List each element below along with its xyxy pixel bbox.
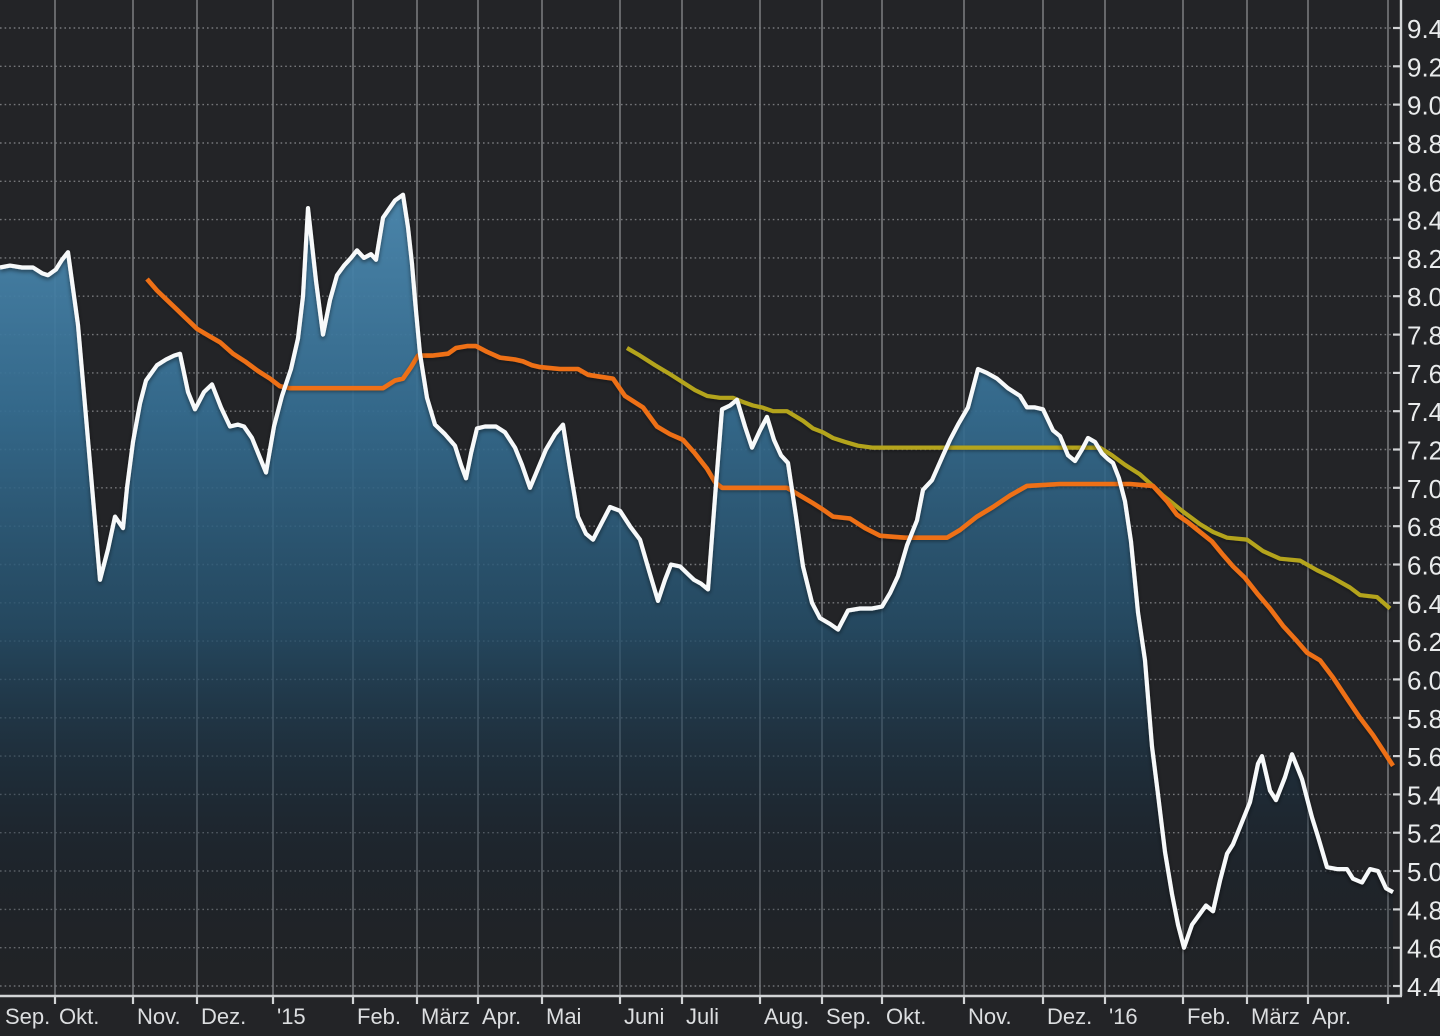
y-tick-label: 8.8 <box>1407 129 1440 159</box>
x-tick-label: Sep. <box>826 1004 871 1029</box>
y-tick-label: 6.4 <box>1407 589 1440 619</box>
moving-average-slow-line <box>625 346 1392 611</box>
y-tick-label: 5.6 <box>1407 742 1440 772</box>
y-tick-label: 8.2 <box>1407 244 1440 274</box>
x-tick-label: Aug. <box>764 1004 809 1029</box>
y-tick-label: 4.4 <box>1407 972 1440 1002</box>
y-tick-label: 9.0 <box>1407 91 1440 121</box>
x-tick-label: Sep. <box>5 1004 50 1029</box>
y-tick-label: 7.2 <box>1407 436 1440 466</box>
y-tick-label: 7.6 <box>1407 359 1440 389</box>
price-area-fill <box>0 194 1393 996</box>
y-tick-label: 5.8 <box>1407 704 1440 734</box>
x-tick-label: Nov. <box>137 1004 181 1029</box>
x-tick-label: Dez. <box>201 1004 246 1029</box>
y-tick-label: 6.0 <box>1407 665 1440 695</box>
x-tick-label: Mai <box>546 1004 581 1029</box>
x-tick-label: Nov. <box>968 1004 1012 1029</box>
x-tick-label: '15 <box>277 1004 306 1029</box>
moving-average-fast-line <box>145 277 1395 767</box>
y-tick-label: 5.2 <box>1407 819 1440 849</box>
y-tick-label: 8.4 <box>1407 206 1440 236</box>
y-tick-label: 5.0 <box>1407 857 1440 887</box>
y-tick-label: 8.0 <box>1407 282 1440 312</box>
price-area <box>0 194 1393 996</box>
y-tick-label: 9.4 <box>1407 14 1440 44</box>
x-tick-label: Apr. <box>482 1004 521 1029</box>
y-tick-label: 7.0 <box>1407 474 1440 504</box>
y-tick-label: 6.6 <box>1407 551 1440 581</box>
axis-labels: 9.4 9.2 9.0 8.8 8.6 8.4 8.2 8.0 7.8 7.6 7.4 7.2 7.0 6… <box>5 14 1440 1029</box>
series-lines <box>0 192 1395 950</box>
x-tick-label: Juni <box>624 1004 664 1029</box>
x-tick-label: Juli <box>686 1004 719 1029</box>
x-tick-label: Apr. <box>1312 1004 1351 1029</box>
x-tick-label: März <box>1251 1004 1300 1029</box>
x-tick-label: Feb. <box>357 1004 401 1029</box>
x-tick-label: Feb. <box>1187 1004 1231 1029</box>
x-tick-label: Okt. <box>886 1004 926 1029</box>
y-tick-label: 6.8 <box>1407 512 1440 542</box>
x-tick-label: Okt. <box>59 1004 99 1029</box>
price-line <box>0 192 1395 950</box>
y-tick-label: 7.4 <box>1407 397 1440 427</box>
y-tick-label: 4.6 <box>1407 934 1440 964</box>
x-tick-label: Dez. <box>1047 1004 1092 1029</box>
y-tick-label: 8.6 <box>1407 167 1440 197</box>
x-tick-label: '16 <box>1109 1004 1138 1029</box>
y-tick-label: 6.2 <box>1407 627 1440 657</box>
axes <box>0 0 1403 1004</box>
x-tick-label: März <box>421 1004 470 1029</box>
y-tick-label: 4.8 <box>1407 895 1440 925</box>
y-tick-label: 5.4 <box>1407 780 1440 810</box>
y-tick-label: 7.8 <box>1407 321 1440 351</box>
y-tick-label: 9.2 <box>1407 52 1440 82</box>
